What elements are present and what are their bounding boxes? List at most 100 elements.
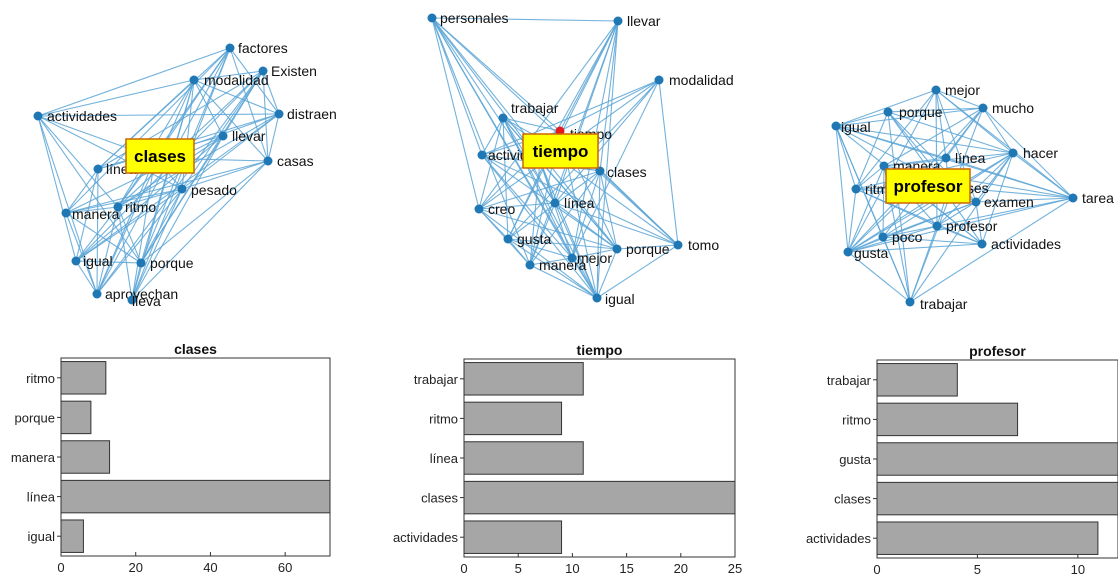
network-edge	[431, 17, 480, 210]
network-edge	[140, 188, 183, 264]
bar	[463, 401, 563, 436]
network-edge	[882, 225, 938, 238]
network-node	[612, 244, 622, 254]
x-tick-label: 5	[974, 562, 981, 575]
network-node	[831, 121, 841, 131]
network-node-label: línea	[955, 150, 986, 166]
network-edge	[981, 152, 1014, 245]
chart-title: tiempo	[577, 342, 623, 358]
center-word-box	[522, 133, 599, 169]
network-node-label: trabajar	[511, 100, 559, 116]
network-node	[498, 113, 508, 123]
network-node	[883, 107, 893, 117]
bar-chart-2: trabajar ritmo línea clases actividades 0 5 10 1…	[393, 342, 742, 575]
x-tick-label: 15	[619, 561, 633, 575]
network-edge	[431, 17, 556, 204]
bar	[876, 521, 1099, 555]
network-edge	[65, 160, 269, 214]
network-edge	[65, 168, 99, 214]
network-edge	[835, 111, 889, 127]
network-node	[592, 293, 602, 303]
network-node-label: porque	[626, 241, 670, 257]
network-node-label: gusta	[854, 245, 888, 261]
bar	[60, 479, 331, 514]
network-node	[978, 103, 988, 113]
network-node	[477, 150, 487, 160]
center-word-label: profesor	[894, 177, 963, 196]
network-edge	[96, 70, 264, 295]
network-node-label: pesado	[191, 182, 237, 198]
x-tick-label: 0	[460, 561, 467, 575]
network-edge	[507, 238, 598, 299]
network-edge	[596, 170, 601, 299]
network-node-label: ritmo	[125, 199, 156, 215]
network-edge	[229, 47, 269, 162]
x-tick-label: 40	[203, 560, 217, 575]
network-edge	[131, 160, 269, 301]
center-word-label: clases	[134, 147, 186, 166]
network-edge	[855, 111, 889, 190]
network-edge	[65, 206, 119, 214]
network-node	[71, 256, 81, 266]
network-edge	[887, 107, 984, 113]
network-node-label: modalidad	[669, 72, 734, 88]
network-edge	[262, 70, 280, 115]
network-edge	[431, 17, 483, 156]
network-node-label: profesor	[946, 218, 998, 234]
network-node	[503, 234, 513, 244]
network-node	[851, 184, 861, 194]
network-edge	[75, 260, 98, 295]
center-word-box	[125, 138, 195, 174]
network-edge	[554, 202, 598, 299]
network-edge	[982, 107, 1074, 199]
network-edge	[909, 197, 1074, 303]
network-edge	[596, 244, 679, 299]
x-tick-label: 5	[515, 561, 522, 575]
network-edge	[65, 188, 183, 214]
network-node-label: distraen	[287, 106, 337, 122]
network-node	[113, 202, 123, 212]
network-node-label: modalidad	[204, 72, 269, 88]
network-edge	[847, 201, 977, 253]
network-node	[474, 204, 484, 214]
y-tick-label: clases	[834, 492, 871, 507]
network-edge	[181, 160, 269, 190]
network-edge	[193, 79, 280, 115]
network-edge	[96, 168, 99, 295]
chart-title: clases	[174, 341, 217, 357]
network-edge	[835, 125, 849, 253]
y-tick-label: ritmo	[26, 371, 55, 386]
network-edge	[75, 206, 119, 262]
y-tick-label: trabajar	[414, 372, 459, 387]
network-node-label: mejor	[945, 82, 980, 98]
network-edge	[835, 107, 984, 127]
network-edge	[945, 157, 1074, 199]
network-edge	[616, 244, 679, 250]
network-edge	[658, 79, 679, 246]
network-edge	[267, 113, 280, 162]
network-node	[878, 232, 888, 242]
network-edge	[529, 264, 598, 299]
network-node	[33, 111, 43, 121]
network-edge	[431, 17, 679, 246]
network-edge	[37, 79, 195, 117]
network-node-label: lleva	[132, 293, 161, 309]
network-node	[127, 295, 137, 305]
network-edge	[75, 113, 280, 262]
network-edge	[882, 236, 983, 245]
network-edge	[599, 170, 618, 250]
network-edge	[909, 225, 938, 303]
network-edge	[847, 251, 911, 303]
network-edge	[37, 115, 77, 262]
network-edge	[481, 154, 573, 259]
network-edge	[507, 238, 618, 250]
network-node	[654, 75, 664, 85]
network-node	[977, 239, 987, 249]
network-node-label: personales	[440, 10, 509, 26]
bar	[876, 442, 1118, 476]
network-node	[218, 131, 228, 141]
network-node	[1068, 193, 1078, 203]
network-edges	[431, 17, 679, 299]
network-node	[843, 247, 853, 257]
